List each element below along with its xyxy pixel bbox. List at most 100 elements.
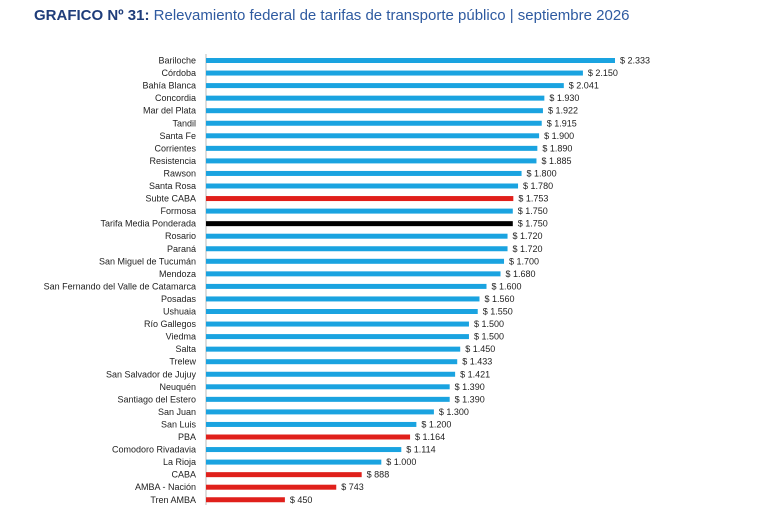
- value-label: $ 1.720: [513, 244, 543, 254]
- value-label: $ 1.500: [474, 319, 504, 329]
- value-label: $ 888: [367, 470, 390, 480]
- category-label: Córdoba: [161, 68, 196, 78]
- bar: [206, 396, 450, 402]
- category-label: Bariloche: [158, 56, 196, 66]
- bar: [206, 271, 501, 277]
- category-label: Comodoro Rivadavia: [112, 445, 196, 455]
- bar: [206, 421, 417, 427]
- value-label: $ 1.421: [460, 369, 490, 379]
- bar: [206, 108, 543, 114]
- category-label: Santa Rosa: [149, 181, 196, 191]
- value-label: $ 1.114: [406, 445, 435, 455]
- value-label: $ 1.000: [386, 457, 416, 467]
- bar: [206, 497, 285, 503]
- category-label: Mar del Plata: [143, 106, 196, 116]
- bar: [206, 258, 505, 264]
- category-label: Tandil: [172, 118, 196, 128]
- value-label: $ 1.500: [474, 332, 504, 342]
- value-label: $ 1.930: [549, 93, 579, 103]
- category-label: Viedma: [166, 332, 196, 342]
- category-label: AMBA - Nación: [135, 482, 196, 492]
- category-label: Rosario: [165, 231, 196, 241]
- value-label: $ 1.300: [439, 407, 469, 417]
- bar: [206, 371, 456, 377]
- bar: [206, 133, 540, 139]
- bar: [206, 246, 508, 252]
- bar: [206, 384, 450, 390]
- value-label: $ 1.753: [518, 194, 548, 204]
- bar: [206, 334, 469, 340]
- category-label: CABA: [171, 470, 196, 480]
- category-label: Subte CABA: [145, 194, 196, 204]
- bar: [206, 346, 461, 352]
- chart-title: GRAFICO Nº 31: Relevamiento federal de t…: [34, 7, 630, 24]
- bar: [206, 484, 337, 490]
- bar: [206, 283, 487, 289]
- value-label: $ 1.550: [483, 307, 513, 317]
- category-label: PBA: [178, 432, 196, 442]
- category-label: San Miguel de Tucumán: [99, 256, 196, 266]
- category-label: Corrientes: [154, 143, 196, 153]
- category-label: Tarifa Media Ponderada: [100, 219, 196, 229]
- category-label: Santiago del Estero: [117, 394, 196, 404]
- value-label: $ 1.450: [465, 344, 495, 354]
- category-label: La Rioja: [163, 457, 196, 467]
- value-label: $ 1.390: [455, 394, 485, 404]
- category-label: Trelew: [169, 357, 196, 367]
- value-label: $ 1.560: [484, 294, 514, 304]
- category-label: Neuquén: [159, 382, 196, 392]
- bar: [206, 447, 402, 453]
- value-label: $ 1.200: [421, 419, 451, 429]
- category-label: Salta: [175, 344, 196, 354]
- bar: [206, 196, 514, 202]
- bar: [206, 321, 469, 327]
- value-label: $ 1.750: [518, 219, 548, 229]
- bar: [206, 158, 537, 164]
- bar: [206, 233, 508, 239]
- bar: [206, 170, 522, 176]
- category-label: Río Gallegos: [144, 319, 197, 329]
- category-label: San Fernando del Valle de Catamarca: [44, 281, 196, 291]
- bar: [206, 70, 583, 76]
- value-label: $ 1.922: [548, 106, 578, 116]
- bar: [206, 309, 478, 314]
- category-label: San Salvador de Jujuy: [106, 369, 197, 379]
- value-label: $ 1.890: [542, 143, 572, 153]
- category-label: Resistencia: [149, 156, 196, 166]
- bar: [206, 434, 411, 440]
- value-label: $ 1.164: [415, 432, 445, 442]
- bar: [206, 208, 513, 214]
- category-label: Posadas: [161, 294, 197, 304]
- category-label: Bahía Blanca: [142, 81, 196, 91]
- bar: [206, 409, 434, 415]
- value-label: $ 2.333: [620, 56, 650, 66]
- value-label: $ 1.600: [491, 281, 521, 291]
- value-label: $ 1.900: [544, 131, 574, 141]
- category-label: Santa Fe: [159, 131, 196, 141]
- category-label: Ushuaia: [163, 307, 196, 317]
- chart-title-number: GRAFICO Nº 31:: [34, 7, 150, 24]
- value-label: $ 1.780: [523, 181, 553, 191]
- value-label: $ 1.885: [541, 156, 571, 166]
- bar: [206, 120, 542, 126]
- bar: [206, 58, 615, 63]
- value-label: $ 1.915: [547, 118, 577, 128]
- bar: [206, 145, 538, 151]
- category-label: San Juan: [158, 407, 196, 417]
- bar: [206, 472, 362, 478]
- value-label: $ 450: [290, 495, 313, 505]
- chart-title-text: Relevamiento federal de tarifas de trans…: [153, 7, 630, 24]
- value-label: $ 1.750: [518, 206, 548, 216]
- category-label: Formosa: [160, 206, 196, 216]
- value-label: $ 2.150: [588, 68, 618, 78]
- value-label: $ 743: [341, 482, 364, 492]
- value-label: $ 1.720: [513, 231, 543, 241]
- value-label: $ 1.680: [506, 269, 536, 279]
- category-label: Paraná: [167, 244, 196, 254]
- value-label: $ 1.800: [527, 168, 557, 178]
- value-label: $ 1.390: [455, 382, 485, 392]
- value-label: $ 1.433: [462, 357, 492, 367]
- bar: [206, 83, 564, 89]
- category-label: Tren AMBA: [150, 495, 196, 505]
